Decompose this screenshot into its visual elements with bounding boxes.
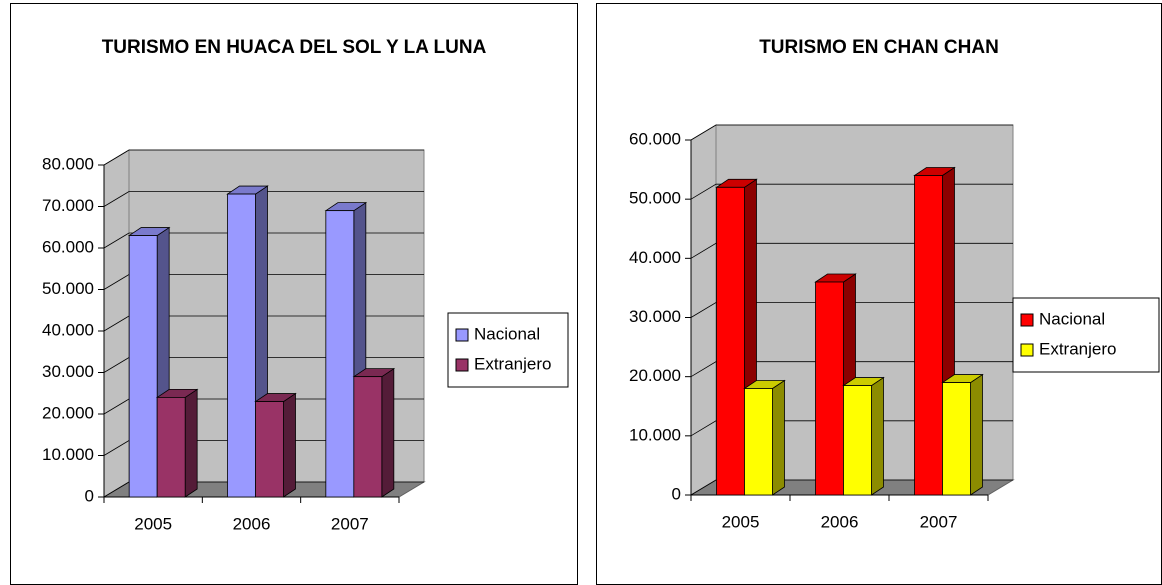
bar [843, 385, 872, 496]
bar [227, 193, 256, 498]
bar-side [283, 392, 296, 498]
bar [716, 186, 745, 496]
bar [815, 281, 844, 496]
bar [942, 382, 971, 496]
bar [325, 210, 355, 498]
grid-line [690, 479, 1013, 496]
grid-line [690, 302, 1013, 318]
y-tick-label: 50.000 [629, 189, 681, 208]
x-tick-label: 2006 [233, 514, 271, 533]
legend-box [447, 312, 569, 388]
x-tick-label: 2007 [331, 514, 369, 533]
chart-panel: TURISMO EN CHAN CHAN 0 10.000 20.000 30.000… [596, 3, 1162, 585]
y-tick-label: 0 [672, 484, 681, 503]
y-tick-label: 30.000 [42, 362, 94, 381]
bar [255, 401, 284, 498]
grid-line [690, 242, 1013, 259]
bar [914, 175, 943, 496]
bar-side [970, 373, 983, 496]
legend-label: Nacional [1039, 309, 1105, 328]
bar [156, 396, 186, 498]
grid-line [103, 149, 424, 166]
chart-panel: TURISMO EN HUACA DEL SOL Y LA LUNA 0 10.0… [10, 3, 578, 585]
bar-side [871, 376, 884, 496]
bar [128, 235, 158, 498]
bar-side [772, 379, 785, 496]
x-tick-label: 2007 [920, 512, 958, 531]
bar [353, 376, 383, 498]
legend-box [1012, 297, 1160, 373]
legend-swatch [455, 358, 469, 372]
bar-side [381, 367, 395, 498]
chart: 0 10.000 20.000 30.000 40.000 50.000 60.000 200… [629, 124, 1160, 531]
y-tick-label: 10.000 [42, 445, 94, 464]
chart: 0 10.000 20.000 30.000 40.000 50.000 60.000 70.… [42, 149, 569, 533]
legend-label: Extranjero [474, 354, 551, 373]
y-tick-label: 80.000 [42, 154, 94, 173]
y-tick-label: 40.000 [42, 320, 94, 339]
x-tick-label: 2005 [722, 512, 760, 531]
legend-swatch [1020, 313, 1034, 327]
chart-title: TURISMO EN HUACA DEL SOL Y LA LUNA [101, 37, 487, 58]
grid-line [690, 124, 1013, 141]
grid-line [690, 420, 1013, 437]
grid-line [690, 183, 1013, 200]
y-tick-label: 0 [85, 486, 94, 505]
y-tick-label: 20.000 [42, 403, 94, 422]
legend-label: Nacional [474, 324, 540, 343]
legend-label: Extranjero [1039, 339, 1116, 358]
y-tick-label: 60.000 [629, 129, 681, 148]
bar [744, 388, 773, 496]
y-tick-label: 10.000 [629, 425, 681, 444]
grid-line [690, 361, 1013, 378]
x-tick-label: 2006 [821, 512, 859, 531]
y-tick-label: 40.000 [629, 248, 681, 267]
y-tick-label: 30.000 [629, 307, 681, 326]
y-tick-label: 60.000 [42, 237, 94, 256]
x-tick-label: 2005 [134, 514, 172, 533]
y-tick-label: 70.000 [42, 196, 94, 215]
legend-swatch [1020, 343, 1034, 357]
y-tick-label: 20.000 [629, 366, 681, 385]
bar-side [184, 388, 198, 498]
chart-title: TURISMO EN CHAN CHAN [759, 37, 999, 58]
legend-swatch [455, 328, 469, 342]
y-tick-label: 50.000 [42, 279, 94, 298]
grid-line [103, 191, 424, 207]
